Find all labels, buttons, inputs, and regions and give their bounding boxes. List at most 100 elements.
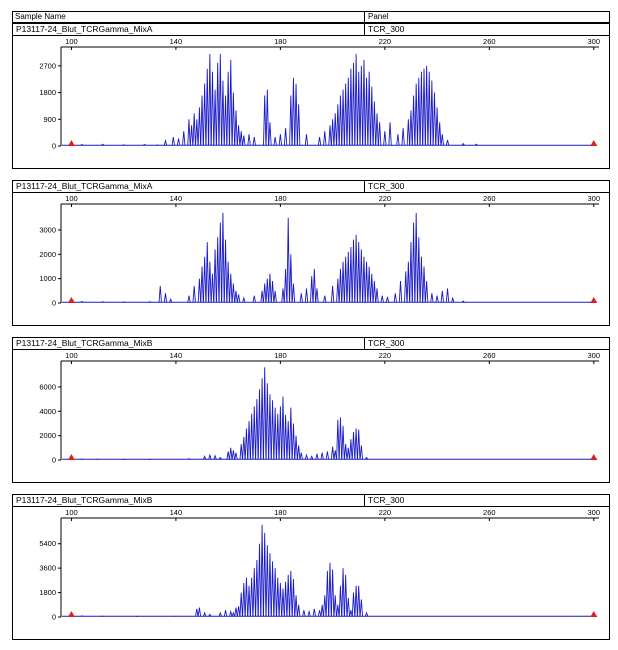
- trace-peak: [362, 59, 366, 146]
- x-tick-label: 300: [588, 508, 601, 517]
- trace-peak: [364, 77, 369, 146]
- trace-peak: [163, 138, 168, 146]
- trace-peak: [252, 137, 256, 146]
- trace-peak: [362, 256, 366, 303]
- trace-peak: [263, 367, 267, 460]
- x-tick-label: 220: [379, 37, 392, 46]
- trace-peak: [229, 59, 233, 146]
- y-tick-label: 0: [52, 299, 56, 308]
- trace-peak: [336, 419, 340, 460]
- panel-name: TCR_300: [368, 495, 405, 505]
- trace-peak: [354, 585, 358, 617]
- trace-peak: [231, 450, 236, 460]
- trace-peak: [223, 610, 228, 617]
- trace-peak: [297, 445, 301, 460]
- trace-peak: [411, 95, 416, 146]
- trace-peak: [344, 444, 348, 460]
- trace-peak: [330, 119, 335, 146]
- trace-peak: [383, 131, 387, 146]
- trace-peak: [349, 246, 353, 303]
- trace-series: [62, 53, 597, 146]
- trace-peak: [304, 134, 309, 146]
- trace-peak: [234, 452, 238, 460]
- trace-peak: [289, 254, 293, 303]
- trace-peak: [255, 399, 259, 460]
- panel-column-header: Panel: [368, 12, 389, 21]
- trace-peak: [291, 578, 296, 617]
- panel-title-row: P13117-24_Blut_TCRGamma_MixA TCR_300: [13, 181, 609, 193]
- trace-peak: [203, 611, 207, 617]
- trace-peak: [252, 568, 256, 617]
- trace-peak: [330, 285, 335, 303]
- trace-series: [62, 212, 597, 303]
- trace-peak: [216, 62, 220, 146]
- trace-peak: [451, 296, 455, 303]
- trace-peak: [338, 95, 343, 146]
- trace-peak: [320, 604, 324, 617]
- column-divider: [364, 24, 365, 35]
- trace-peak: [265, 89, 269, 146]
- trace-peak: [234, 607, 238, 617]
- trace-peak: [338, 417, 343, 460]
- trace-peak: [419, 71, 424, 146]
- electropherogram-panel-1: P13117-24_Blut_TCRGamma_MixA TCR_300 100…: [12, 23, 610, 169]
- trace-peak: [372, 281, 377, 303]
- trace-peak: [263, 283, 267, 303]
- trace-peak: [461, 142, 465, 146]
- trace-peak: [247, 134, 251, 146]
- y-tick-label: 3600: [39, 564, 56, 573]
- panel-name: TCR_300: [368, 338, 405, 348]
- trace-peak: [299, 293, 303, 303]
- trace-peak: [203, 455, 207, 460]
- column-divider: [364, 12, 365, 22]
- trace-peak: [435, 107, 439, 146]
- trace-peak: [200, 95, 204, 146]
- panel-name: TCR_300: [368, 24, 405, 34]
- trace-peak: [80, 143, 84, 146]
- trace-peak: [231, 611, 235, 617]
- trace-peak: [252, 406, 256, 460]
- trace-peak: [346, 77, 350, 146]
- trace-peak: [247, 421, 251, 460]
- trace-peak: [283, 581, 288, 617]
- trace-peak: [388, 122, 392, 146]
- trace-peak: [226, 451, 230, 460]
- trace-peak: [294, 435, 298, 460]
- trace-peak: [208, 53, 212, 146]
- size-marker: [590, 611, 598, 617]
- trace-peak: [250, 413, 254, 460]
- trace-peak: [338, 268, 343, 303]
- trace-peak: [270, 561, 275, 617]
- trace-peak: [346, 251, 350, 303]
- trace-peak: [229, 273, 233, 303]
- trace-peak: [406, 261, 410, 303]
- x-tick-label: 260: [483, 37, 496, 46]
- trace-peak: [364, 261, 369, 303]
- trace-peak: [263, 532, 267, 617]
- trace-peak: [330, 569, 335, 617]
- trace-peak: [229, 609, 233, 617]
- trace-peak: [202, 83, 207, 146]
- x-tick-label: 100: [65, 194, 78, 203]
- trace-peak: [268, 553, 272, 617]
- trace-peak: [242, 296, 246, 303]
- y-tick-label: 2700: [39, 61, 56, 70]
- trace-peak: [435, 295, 439, 303]
- trace-peak: [304, 288, 309, 303]
- trace-peak: [192, 113, 196, 146]
- panel-title-row: P13117-24_Blut_TCRGamma_MixB TCR_300: [13, 338, 609, 350]
- trace-peak: [192, 285, 196, 303]
- trace-peak: [349, 610, 353, 617]
- y-tick-label: 1800: [39, 588, 56, 597]
- trace-peak: [231, 283, 236, 303]
- sample-name: P13117-24_Blut_TCRGamma_MixB: [16, 495, 153, 505]
- trace-peak: [474, 143, 478, 146]
- trace-peak: [336, 604, 340, 617]
- trace-peak: [187, 295, 191, 303]
- trace-peak: [325, 570, 330, 617]
- trace-peak: [341, 89, 345, 146]
- trace-peak: [202, 256, 207, 303]
- x-tick-label: 300: [588, 37, 601, 46]
- trace-peak: [273, 290, 277, 303]
- trace-peak: [283, 268, 288, 303]
